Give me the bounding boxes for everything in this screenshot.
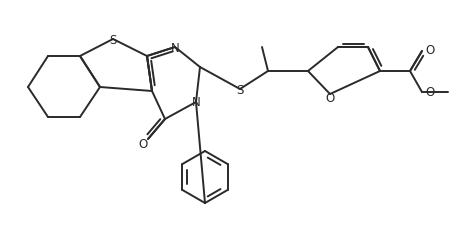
Text: O: O <box>325 92 335 105</box>
Text: N: N <box>192 96 200 109</box>
Text: N: N <box>171 41 179 54</box>
Text: O: O <box>138 138 148 151</box>
Text: S: S <box>110 33 116 46</box>
Text: O: O <box>425 86 435 99</box>
Text: O: O <box>425 43 435 56</box>
Text: S: S <box>236 83 244 96</box>
